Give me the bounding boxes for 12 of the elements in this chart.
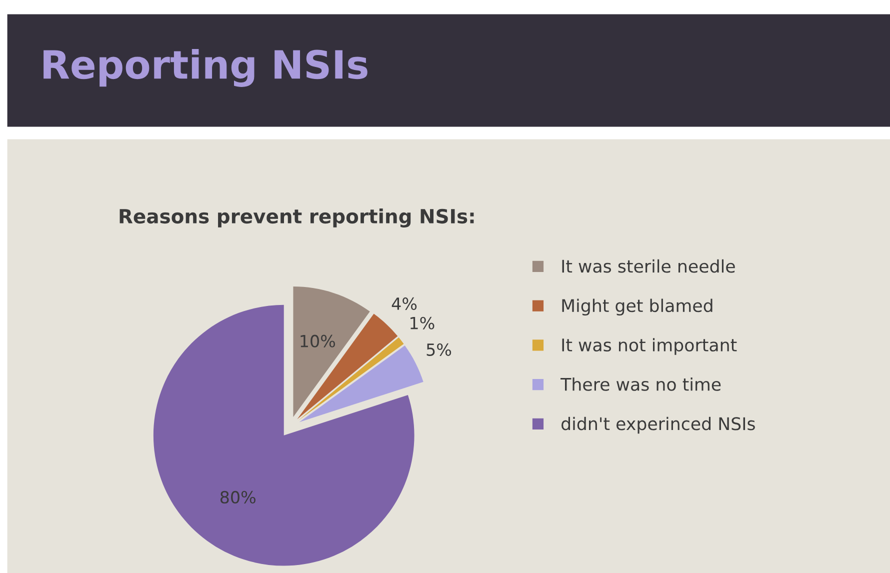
data-label: 10% [300, 334, 336, 348]
legend-label: It was sterile needle [562, 259, 735, 273]
legend-label: It was not important [562, 338, 737, 355]
legend-label: didn't experinced NSIs [562, 416, 755, 434]
data-label: 5% [426, 343, 452, 356]
chart-title: Reporting NSIs [44, 49, 368, 87]
data-label: 80% [220, 490, 256, 504]
legend-label: There was no time [560, 377, 721, 391]
data-label: 4% [392, 297, 417, 310]
chart-subtitle: Reasons prevent reporting NSIs: [120, 208, 474, 228]
data-label: 1% [410, 316, 434, 330]
legend-label: Might get blamed [562, 298, 712, 316]
